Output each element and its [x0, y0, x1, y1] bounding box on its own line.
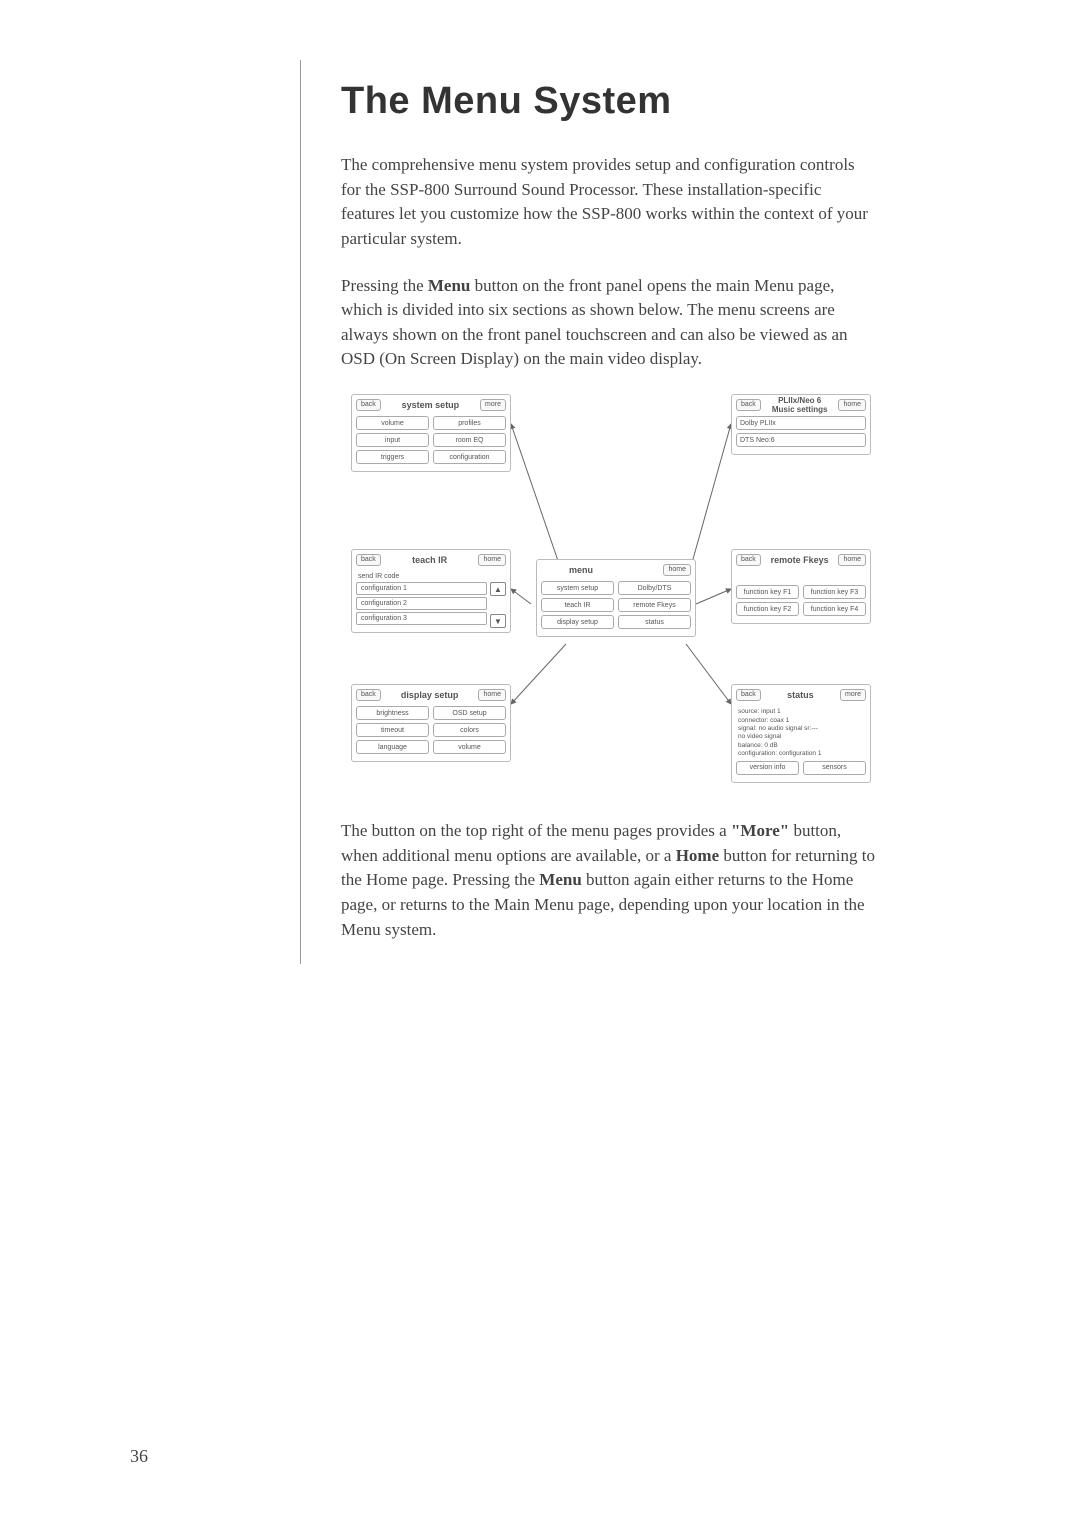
- btn-config[interactable]: configuration: [433, 450, 506, 464]
- scroll-down-icon[interactable]: ▼: [490, 614, 506, 628]
- btn-status[interactable]: status: [618, 615, 691, 629]
- box-title-music2: Music settings: [761, 405, 839, 414]
- box-title-fkeys: remote Fkeys: [761, 555, 839, 565]
- row-cfg2[interactable]: configuration 2: [356, 597, 487, 610]
- home-button[interactable]: home: [478, 689, 506, 701]
- paragraph-1: The comprehensive menu system provides s…: [341, 153, 875, 252]
- status-l3: signal: no audio signal sr:---: [738, 725, 864, 733]
- btn-f2[interactable]: function key F2: [736, 602, 799, 616]
- teach-sub: send IR code: [356, 571, 506, 582]
- status-l4: no video signal: [738, 733, 864, 741]
- box-remote-fkeys: back remote Fkeys home function key F1 f…: [731, 549, 871, 624]
- back-button[interactable]: back: [736, 689, 761, 701]
- page-title: The Menu System: [341, 80, 875, 123]
- page-number: 36: [130, 1446, 148, 1467]
- box-teach-ir: back teach IR home send IR code configur…: [351, 549, 511, 633]
- back-button[interactable]: back: [356, 399, 381, 411]
- btn-osd[interactable]: OSD setup: [433, 706, 506, 720]
- paragraph-3: The button on the top right of the menu …: [341, 819, 875, 942]
- home-button[interactable]: home: [838, 554, 866, 566]
- btn-triggers[interactable]: triggers: [356, 450, 429, 464]
- btn-d-volume[interactable]: volume: [433, 740, 506, 754]
- btn-remote-fkeys[interactable]: remote Fkeys: [618, 598, 691, 612]
- box-title-display: display setup: [381, 690, 479, 700]
- paragraph-2: Pressing the Menu button on the front pa…: [341, 274, 875, 373]
- btn-f1[interactable]: function key F1: [736, 585, 799, 599]
- status-l1: source: input 1: [738, 708, 864, 716]
- more-button[interactable]: more: [840, 689, 866, 701]
- btn-sys-setup[interactable]: system setup: [541, 581, 614, 595]
- btn-colors[interactable]: colors: [433, 723, 506, 737]
- box-status: back status more source: input 1 connect…: [731, 684, 871, 783]
- home-button[interactable]: home: [838, 399, 866, 411]
- btn-brightness[interactable]: brightness: [356, 706, 429, 720]
- btn-teach-ir[interactable]: teach IR: [541, 598, 614, 612]
- btn-volume[interactable]: volume: [356, 416, 429, 430]
- p2-a: Pressing the: [341, 276, 428, 295]
- btn-timeout[interactable]: timeout: [356, 723, 429, 737]
- status-l6: configuration: configuration 1: [738, 750, 864, 758]
- box-title-status: status: [761, 690, 840, 700]
- btn-f3[interactable]: function key F3: [803, 585, 866, 599]
- keyword-more: "More": [731, 821, 789, 840]
- box-title-music1: PLIIx/Neo 6: [761, 396, 839, 405]
- home-button[interactable]: home: [478, 554, 506, 566]
- box-title-teach: teach IR: [381, 555, 479, 565]
- keyword-menu-1: Menu: [428, 276, 471, 295]
- p3-a: The button on the top right of the menu …: [341, 821, 731, 840]
- row-cfg3[interactable]: configuration 3: [356, 612, 487, 625]
- btn-sensors[interactable]: sensors: [803, 761, 866, 775]
- home-button[interactable]: home: [663, 564, 691, 576]
- status-text: source: input 1 connector: coax 1 signal…: [736, 706, 866, 761]
- btn-version[interactable]: version info: [736, 761, 799, 775]
- btn-profiles[interactable]: profiles: [433, 416, 506, 430]
- btn-dolby[interactable]: Dolby PLIIx: [736, 416, 866, 430]
- btn-dts[interactable]: DTS Neo:6: [736, 433, 866, 447]
- box-system-setup: back system setup more volume profiles i…: [351, 394, 511, 472]
- status-l2: connector: coax 1: [738, 717, 864, 725]
- status-l5: balance: 0 dB: [738, 742, 864, 750]
- row-cfg1[interactable]: configuration 1: [356, 582, 487, 595]
- box-music-settings: back PLIIx/Neo 6 Music settings home Dol…: [731, 394, 871, 455]
- btn-display-setup[interactable]: display setup: [541, 615, 614, 629]
- page-content-column: The Menu System The comprehensive menu s…: [300, 60, 875, 964]
- keyword-home: Home: [676, 846, 719, 865]
- btn-dolby-dts[interactable]: Dolby/DTS: [618, 581, 691, 595]
- more-button[interactable]: more: [480, 399, 506, 411]
- back-button[interactable]: back: [736, 399, 761, 411]
- btn-roomeq[interactable]: room EQ: [433, 433, 506, 447]
- btn-f4[interactable]: function key F4: [803, 602, 866, 616]
- back-button[interactable]: back: [356, 689, 381, 701]
- box-main-menu: menu home system setup Dolby/DTS teach I…: [536, 559, 696, 637]
- btn-language[interactable]: language: [356, 740, 429, 754]
- box-title-system: system setup: [381, 400, 480, 410]
- btn-input[interactable]: input: [356, 433, 429, 447]
- back-button[interactable]: back: [356, 554, 381, 566]
- scroll-up-icon[interactable]: ▲: [490, 582, 506, 596]
- box-display-setup: back display setup home brightness OSD s…: [351, 684, 511, 762]
- box-title-menu: menu: [565, 565, 663, 575]
- menu-diagram: back system setup more volume profiles i…: [341, 394, 876, 799]
- keyword-menu-2: Menu: [539, 870, 582, 889]
- back-button[interactable]: back: [736, 554, 761, 566]
